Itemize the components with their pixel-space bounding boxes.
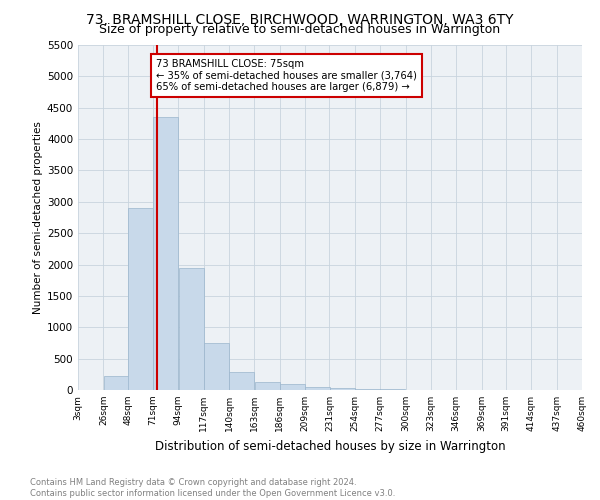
Bar [355, 388, 380, 390]
Text: 73, BRAMSHILL CLOSE, BIRCHWOOD, WARRINGTON, WA3 6TY: 73, BRAMSHILL CLOSE, BIRCHWOOD, WARRINGT… [86, 12, 514, 26]
Bar [128, 208, 153, 390]
Bar [104, 376, 128, 390]
Text: Contains HM Land Registry data © Crown copyright and database right 2024.
Contai: Contains HM Land Registry data © Crown c… [30, 478, 395, 498]
Text: Size of property relative to semi-detached houses in Warrington: Size of property relative to semi-detach… [100, 22, 500, 36]
Bar [179, 268, 203, 390]
Bar [229, 372, 254, 390]
Bar [329, 388, 355, 390]
Y-axis label: Number of semi-detached properties: Number of semi-detached properties [33, 121, 43, 314]
Text: 73 BRAMSHILL CLOSE: 75sqm
← 35% of semi-detached houses are smaller (3,764)
65% : 73 BRAMSHILL CLOSE: 75sqm ← 35% of semi-… [156, 59, 417, 92]
Bar [254, 382, 280, 390]
X-axis label: Distribution of semi-detached houses by size in Warrington: Distribution of semi-detached houses by … [155, 440, 505, 452]
Bar [153, 117, 178, 390]
Bar [305, 387, 331, 390]
Bar [280, 384, 305, 390]
Bar [204, 343, 229, 390]
Bar [380, 389, 406, 390]
